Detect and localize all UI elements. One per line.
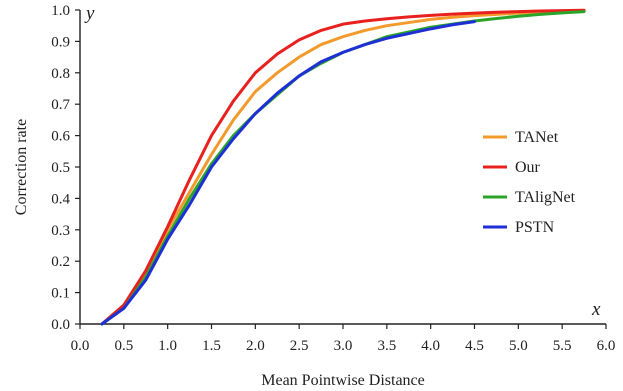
- legend-label-tanet: TANet: [515, 129, 559, 146]
- x-tick-label: 0.5: [114, 338, 133, 354]
- x-axis-variable: x: [591, 299, 601, 320]
- x-tick-label: 2.0: [246, 338, 265, 354]
- y-tick-label: 0.4: [51, 191, 70, 207]
- series-line-talignet: [100, 10, 586, 326]
- series-layer: [100, 8, 586, 326]
- y-tick-label: 0.3: [51, 223, 70, 239]
- x-tick-label: 4.0: [421, 338, 440, 354]
- y-tick-label: 0.7: [51, 97, 70, 113]
- x-tick-label: 6.0: [597, 338, 616, 354]
- y-tick-label: 0.9: [51, 34, 70, 50]
- x-tick-label: 2.5: [290, 338, 309, 354]
- x-tick-label: 5.0: [509, 338, 528, 354]
- x-tick-label: 3.5: [377, 338, 396, 354]
- y-tick-label: 0.0: [51, 317, 70, 333]
- y-axis-variable: y: [84, 3, 95, 24]
- x-ticks: 0.0 0.5 1.0 1.5 2.0 2.5 3.0 3.5 4.0 4.5 5.0 5.5 6.0: [71, 324, 616, 354]
- series-line-tanet: [100, 9, 586, 326]
- x-tick-label: 3.0: [334, 338, 353, 354]
- axes: 0.0 0.5 1.0 1.5 2.0 2.5 3.0 3.5 4.0 4.5 5.0 5.5 6.0 …: [13, 3, 615, 389]
- x-tick-label: 1.0: [158, 338, 177, 354]
- x-tick-label: 4.5: [465, 338, 484, 354]
- y-axis-title: Correction rate: [13, 119, 30, 215]
- y-tick-label: 0.6: [51, 129, 70, 145]
- y-tick-label: 1.0: [51, 3, 70, 19]
- legend-label-talignet: TAligNet: [515, 189, 576, 206]
- y-ticks: 0.0 0.1 0.2 0.3 0.4 0.5 0.6 0.7 0.8 0.9 1.0: [51, 3, 80, 333]
- y-tick-label: 0.5: [51, 160, 70, 176]
- y-tick-label: 0.8: [51, 66, 70, 82]
- series-line-pstn: [100, 20, 476, 326]
- y-tick-label: 0.1: [51, 286, 70, 302]
- legend-label-our: Our: [515, 159, 541, 176]
- legend-label-pstn: PSTN: [515, 219, 555, 236]
- x-tick-label: 5.5: [553, 338, 572, 354]
- y-tick-label: 0.2: [51, 254, 70, 270]
- x-tick-label: 0.0: [71, 338, 90, 354]
- series-line-our: [100, 8, 586, 326]
- x-tick-label: 1.5: [202, 338, 221, 354]
- x-axis-title: Mean Pointwise Distance: [261, 372, 425, 389]
- legend: TANet Our TAligNet PSTN: [483, 129, 576, 236]
